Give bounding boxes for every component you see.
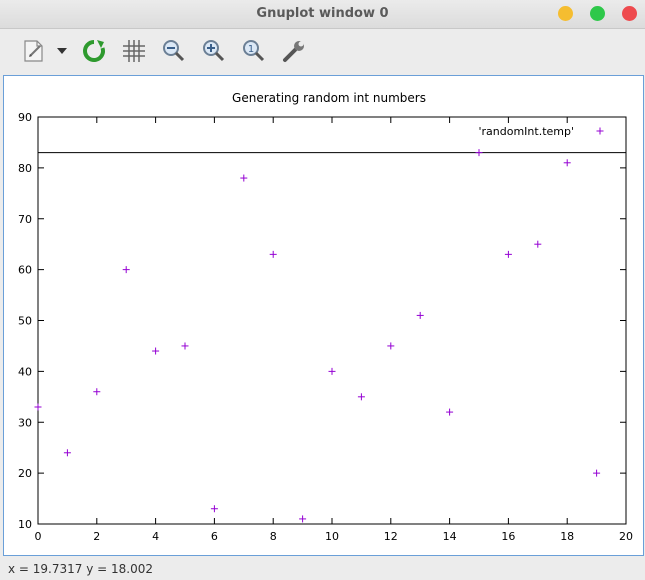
zoom-in-button[interactable] [200,37,228,65]
x-tick-label: 18 [560,530,574,543]
minimize-button[interactable] [558,6,573,21]
x-tick-label: 20 [619,530,633,543]
data-point [63,449,71,457]
zoom-reset-icon: 1 [243,40,265,62]
y-tick-label: 50 [18,315,32,328]
x-tick-label: 10 [325,530,339,543]
zoom-reset-button[interactable]: 1 [240,37,268,65]
data-points [34,149,601,523]
data-point [240,174,248,182]
plot-frame [37,116,627,525]
y-tick-label: 30 [18,416,32,429]
data-point [122,266,130,274]
svg-text:1: 1 [248,44,254,55]
window-title: Gnuplot window 0 [256,6,389,21]
x-tick-label: 2 [93,530,100,543]
export-icon [24,40,43,62]
plot-area[interactable]: Generating random int numbers 0 2 4 6 8 10 12 1… [3,75,644,556]
data-point [446,408,454,416]
x-tick-label: 0 [35,530,42,543]
x-tick-label: 16 [501,530,515,543]
y-tick-label: 10 [18,518,32,531]
chart-title: Generating random int numbers [232,91,426,105]
data-point [357,393,365,401]
data-point [387,342,395,350]
x-tick-label: 14 [443,530,457,543]
y-tick-label: 70 [18,213,32,226]
x-tick-label: 8 [270,530,277,543]
x-tick-label: 12 [384,530,398,543]
settings-wrench-icon [283,41,304,62]
cursor-coordinates: x = 19.7317 y = 18.002 [8,562,153,576]
data-point [475,149,483,157]
zoom-out-button[interactable] [160,37,188,65]
data-point [328,367,336,375]
y-tick-label: 20 [18,467,32,480]
legend-marker [596,127,604,135]
x-tick-label: 4 [152,530,159,543]
scatter-chart: Generating random int numbers 0 2 4 6 8 10 12 1… [18,91,634,543]
data-point [299,515,307,523]
data-point [93,388,101,396]
y-tick-label: 80 [18,162,32,175]
grid-icon [123,40,145,62]
data-point [269,250,277,258]
replot-button[interactable] [80,37,108,65]
y-tick-label: 60 [18,264,32,277]
toolbar: 1 [0,29,645,74]
data-point [34,403,42,411]
axis-ticks [37,116,627,525]
settings-button[interactable] [280,37,308,65]
y-tick-label: 40 [18,365,32,378]
maximize-button[interactable] [590,6,605,21]
data-point [181,342,189,350]
x-tick-labels: 0 2 4 6 8 10 12 14 16 18 20 [35,530,634,543]
zoom-in-icon [203,40,225,62]
y-tick-label: 90 [18,111,32,124]
data-point [534,240,542,248]
replot-icon [83,40,105,62]
legend-label: 'randomInt.temp' [478,125,574,138]
export-button[interactable] [20,37,48,65]
dropdown-arrow-icon [57,48,67,54]
data-point [563,159,571,167]
status-bar: x = 19.7317 y = 18.002 [0,559,645,580]
legend: 'randomInt.temp' [478,125,604,138]
data-point [504,250,512,258]
y-tick-labels: 10 20 30 40 50 60 70 80 90 [18,111,32,531]
data-point [210,505,218,513]
data-point [593,469,601,477]
export-dropdown[interactable] [52,37,72,65]
data-point [416,311,424,319]
close-button[interactable] [622,6,637,21]
grid-button[interactable] [120,37,148,65]
data-point [152,347,160,355]
title-bar: Gnuplot window 0 [0,0,645,29]
zoom-out-icon [163,40,185,62]
x-tick-label: 6 [211,530,218,543]
